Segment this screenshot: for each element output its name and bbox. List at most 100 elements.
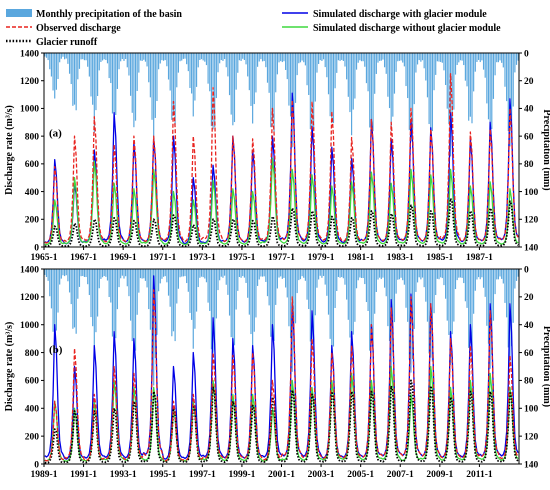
precipitation-bar	[126, 53, 128, 68]
precipitation-bar	[423, 53, 425, 69]
precipitation-bar	[481, 269, 483, 278]
precipitation-bar	[64, 53, 66, 60]
x-tick-label: 1999-1	[228, 470, 255, 480]
y-axis-label: Discharge rate (m³/s)	[4, 105, 15, 195]
precipitation-bar	[288, 53, 290, 106]
precipitation-bar	[252, 269, 254, 356]
precipitation-bar	[383, 53, 386, 68]
precipitation-bar	[388, 269, 391, 341]
x-tick-label: 1965-1	[31, 253, 58, 263]
precipitation-bar	[502, 269, 504, 284]
precipitation-bar	[418, 53, 420, 61]
precipitation-bar	[393, 269, 396, 323]
precipitation-bar	[139, 269, 142, 279]
precipitation-bar	[507, 269, 509, 348]
precipitation-bar	[471, 269, 473, 351]
precipitation-bars	[44, 269, 519, 386]
series-observed	[44, 289, 519, 462]
precipitation-bar	[202, 53, 204, 61]
y2-tick-label: 80	[524, 377, 534, 387]
precipitation-bar	[294, 269, 297, 324]
precipitation-bar	[101, 53, 104, 61]
precipitation-bar	[92, 269, 94, 327]
precipitation-bar	[314, 269, 316, 316]
precipitation-bar	[418, 269, 420, 278]
precipitation-bar	[80, 269, 82, 277]
precipitation-bar	[210, 269, 212, 350]
precipitation-bar	[214, 53, 216, 128]
x-tick-label: 2003-1	[308, 470, 335, 480]
precipitation-bar	[365, 269, 368, 303]
precipitation-bar	[181, 269, 183, 277]
precipitation-bar	[380, 53, 382, 61]
precipitation-bar	[339, 53, 341, 61]
y2-tick-label: 100	[524, 405, 539, 415]
precipitation-bar	[510, 269, 513, 347]
legend-label: Simulated discharge with glacier module	[313, 9, 487, 20]
precipitation-bar	[93, 53, 95, 133]
precipitation-bar	[217, 53, 219, 73]
precipitation-bar	[149, 53, 151, 98]
precipitation-bar	[146, 269, 148, 288]
precipitation-bar	[237, 269, 239, 291]
series-observed	[44, 73, 519, 244]
precipitation-bar	[331, 53, 333, 124]
precipitation-bar	[271, 53, 274, 119]
precipitation-bar	[240, 269, 242, 278]
precipitation-bar	[458, 269, 460, 278]
precipitation-bar	[280, 269, 282, 277]
precipitation-bar	[148, 269, 150, 310]
precipitation-bar	[395, 53, 397, 72]
precipitation-bar	[319, 269, 321, 276]
precipitation-bar	[497, 269, 499, 280]
precipitation-bar	[309, 269, 311, 342]
precipitation-bar	[416, 269, 419, 283]
precipitation-bar	[238, 53, 241, 61]
precipitation-bar	[93, 269, 95, 358]
precipitation-bar	[360, 269, 363, 278]
precipitation-bar	[143, 269, 145, 279]
precipitation-bar	[60, 269, 62, 279]
precipitation-bar	[260, 269, 262, 277]
precipitation-bar	[266, 53, 269, 83]
precipitation-bar	[445, 53, 447, 86]
precipitation-bar	[45, 53, 48, 58]
y2-tick-label: 40	[524, 105, 534, 115]
precipitation-bar	[355, 53, 358, 70]
precipitation-bar	[153, 53, 155, 138]
precipitation-bar	[158, 269, 160, 292]
precipitation-bar	[149, 269, 151, 330]
precipitation-bar	[374, 53, 376, 94]
precipitation-bar	[268, 53, 270, 93]
precipitation-bar	[471, 53, 473, 124]
precipitation-bar	[159, 53, 161, 64]
precipitation-bar	[138, 53, 140, 73]
precipitation-bar	[454, 269, 457, 290]
x-tick-label: 1977-1	[268, 253, 295, 263]
precipitation-bar	[443, 53, 445, 71]
precipitation-bar	[98, 53, 100, 71]
precipitation-bar	[47, 269, 49, 281]
precipitation-bar	[212, 269, 214, 353]
precipitation-bar	[237, 53, 239, 73]
precipitation-bar	[210, 53, 212, 127]
precipitation-bar	[230, 269, 232, 338]
precipitation-bar	[50, 53, 53, 77]
precipitation-bar	[255, 269, 257, 318]
y2-tick-label: 60	[524, 132, 534, 142]
y-tick-label: 1400	[20, 49, 39, 59]
precipitation-bar	[278, 269, 280, 278]
precipitation-bar	[482, 269, 485, 288]
precipitation-bar	[357, 269, 359, 281]
precipitation-bar	[501, 53, 503, 63]
precipitation-bar	[296, 269, 298, 294]
precipitation-bar	[435, 269, 437, 296]
precipitation-bar	[67, 53, 69, 64]
precipitation-bar	[220, 53, 222, 61]
precipitation-bar	[486, 53, 488, 104]
precipitation-bar	[219, 269, 221, 281]
precipitation-bar	[235, 53, 237, 90]
precipitation-bar	[502, 53, 504, 68]
precipitation-bar	[162, 269, 165, 277]
precipitation-bar	[357, 53, 359, 63]
